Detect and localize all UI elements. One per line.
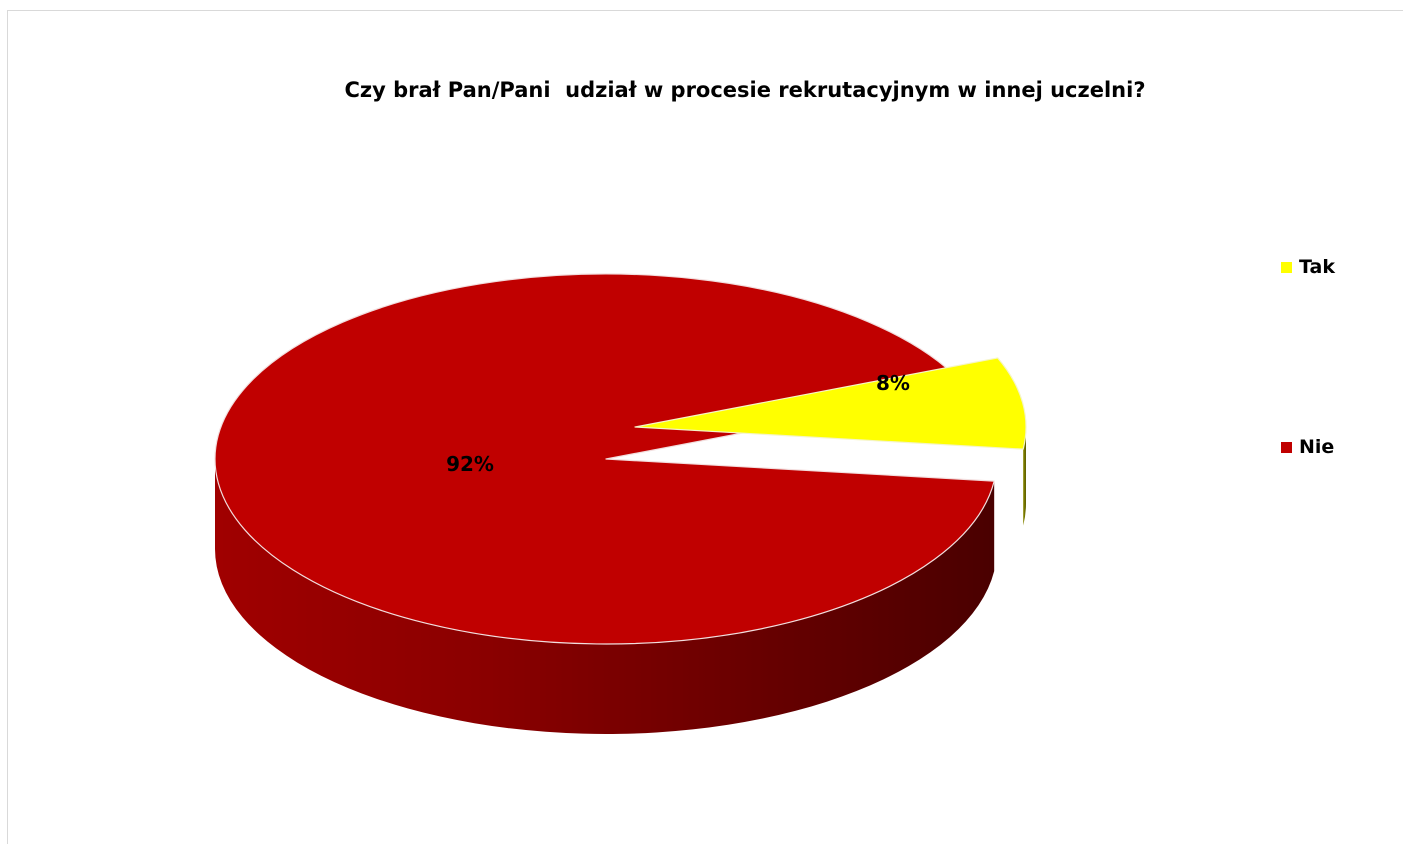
legend-item-tak: Tak: [1281, 256, 1335, 278]
slice-tops: [214, 273, 1027, 645]
slice-tak: [634, 357, 1027, 450]
legend-item-nie: Nie: [1281, 436, 1335, 458]
slice-nie: [214, 273, 995, 645]
slice-sides: [215, 427, 1027, 734]
legend-swatch-nie: [1281, 441, 1292, 453]
legend-label-tak: Tak: [1299, 256, 1335, 278]
slice-side-tak: [1023, 427, 1027, 526]
chart-title: Czy brał Pan/Pani udział w procesie rekr…: [344, 78, 1146, 102]
slice-labels: 8% 92%: [446, 371, 910, 476]
data-label-tak: 8%: [876, 371, 910, 395]
legend-label-nie: Nie: [1299, 436, 1335, 458]
chart-frame: [7, 10, 1403, 844]
legend-swatch-tak: [1281, 261, 1292, 273]
data-label-nie: 92%: [446, 452, 494, 476]
slice-side-nie: [215, 459, 995, 734]
